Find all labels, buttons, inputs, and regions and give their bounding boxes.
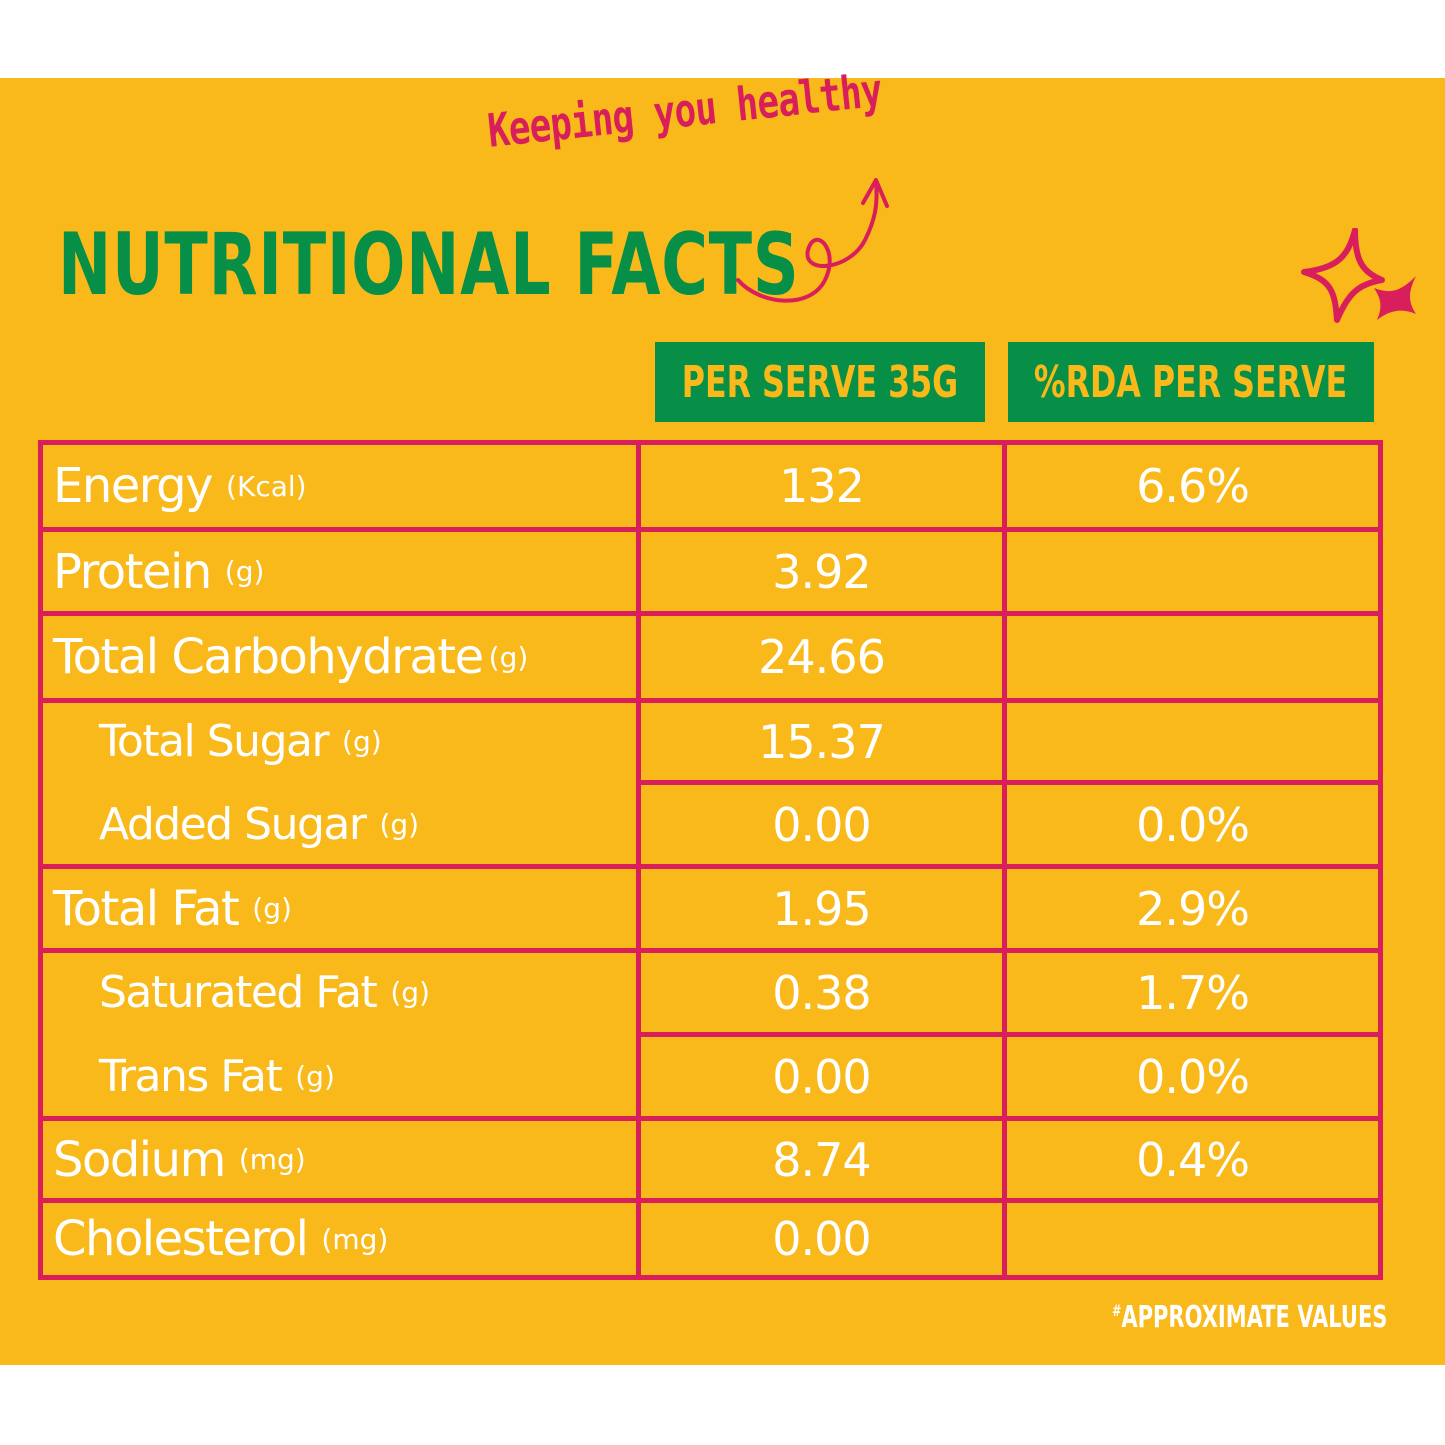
energy-per-serve: 132 xyxy=(779,459,865,513)
row-label-total-sugar: Total Sugar (g) xyxy=(99,716,382,767)
row-divider xyxy=(43,948,1378,953)
column-divider xyxy=(636,445,641,1275)
row-divider xyxy=(43,1198,1378,1203)
row-label-total-fat: Total Fat (g) xyxy=(53,880,292,937)
trans-fat-per-serve: 0.00 xyxy=(772,1049,871,1104)
row-label-saturated-fat: Saturated Fat (g) xyxy=(99,967,430,1018)
nutrition-table: Energy (Kcal) 132 6.6% Protein (g) 3.92 To… xyxy=(38,440,1383,1280)
added-sugar-rda: 0.0% xyxy=(1136,797,1250,852)
nutrition-panel xyxy=(0,78,1445,1365)
protein-rda xyxy=(1007,532,1378,611)
sparkle-filled-icon xyxy=(1374,276,1416,320)
row-label-added-sugar: Added Sugar (g) xyxy=(99,799,420,850)
sodium-per-serve: 8.74 xyxy=(772,1132,871,1187)
sparkle-icons xyxy=(1301,228,1416,323)
row-divider xyxy=(43,611,1378,616)
row-label-cholesterol: Cholesterol (mg) xyxy=(53,1211,389,1267)
page-title: NUTRITIONAL FACTS xyxy=(58,215,800,315)
trans-fat-rda: 0.0% xyxy=(1136,1049,1250,1104)
row-divider xyxy=(43,698,1378,703)
row-label-protein: Protein (g) xyxy=(53,543,265,600)
total-fat-per-serve: 1.95 xyxy=(772,881,871,936)
saturated-fat-per-serve: 0.38 xyxy=(772,965,871,1020)
energy-rda: 6.6% xyxy=(1136,459,1250,513)
cholesterol-rda xyxy=(1007,1203,1378,1275)
row-label-total-carbohydrate: Total Carbohydrate (g) xyxy=(53,629,529,685)
cholesterol-per-serve: 0.00 xyxy=(772,1212,871,1266)
row-label-energy: Energy (Kcal) xyxy=(53,458,307,514)
column-header-rda: %RDA PER SERVE xyxy=(1008,342,1374,422)
row-divider xyxy=(43,1116,1378,1121)
row-divider xyxy=(43,527,1378,532)
carbohydrate-per-serve: 24.66 xyxy=(758,630,886,684)
row-label-trans-fat: Trans Fat (g) xyxy=(99,1051,335,1102)
sparkle-outline-icon xyxy=(1301,228,1385,323)
sub-row-divider xyxy=(636,780,1378,785)
approximate-values-note: #APPROXIMATE VALUES xyxy=(1112,1300,1388,1335)
sodium-rda: 0.4% xyxy=(1136,1132,1250,1187)
sub-row-divider xyxy=(636,1032,1378,1037)
added-sugar-per-serve: 0.00 xyxy=(772,797,871,852)
column-divider xyxy=(1002,445,1007,1275)
row-divider xyxy=(43,864,1378,869)
total-sugar-per-serve: 15.37 xyxy=(758,714,886,769)
curly-arrow-icon xyxy=(736,178,889,303)
column-header-per-serve: PER SERVE 35G xyxy=(655,342,985,422)
total-fat-rda: 2.9% xyxy=(1136,881,1250,936)
carbohydrate-rda xyxy=(1007,616,1378,698)
saturated-fat-rda: 1.7% xyxy=(1136,965,1250,1020)
total-sugar-rda xyxy=(1007,703,1378,780)
row-label-sodium: Sodium (mg) xyxy=(53,1131,306,1188)
protein-per-serve: 3.92 xyxy=(772,544,871,599)
